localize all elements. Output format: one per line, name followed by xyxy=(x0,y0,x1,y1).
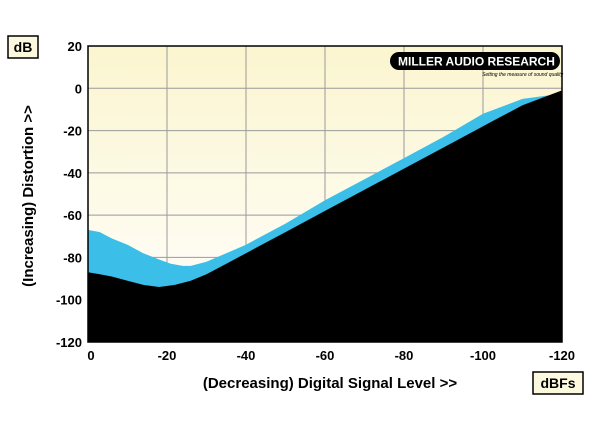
miller-audio-research-logo: MILLER AUDIO RESEARCH Setting the measur… xyxy=(390,52,564,78)
x-axis-ticks: 0 -20 -40 -60 -80 -100 -120 xyxy=(87,348,575,363)
x-axis-title: (Decreasing) Digital Signal Level >> xyxy=(203,375,457,392)
y-tick-label: -120 xyxy=(56,335,82,350)
y-unit-label: dB xyxy=(14,39,33,55)
x-tick-label: -120 xyxy=(549,348,575,363)
y-tick-label: -40 xyxy=(63,166,82,181)
x-tick-label: -80 xyxy=(395,348,414,363)
logo-tagline: Setting the measure of sound quality xyxy=(482,72,564,78)
y-tick-label: -20 xyxy=(63,124,82,139)
y-tick-label: 20 xyxy=(68,39,82,54)
y-axis-ticks: 20 0 -20 -40 -60 -80 -100 -120 xyxy=(56,39,82,350)
y-tick-label: -80 xyxy=(63,250,82,265)
y-axis-title: (Increasing) Distortion >> xyxy=(20,105,37,287)
x-tick-label: -40 xyxy=(237,348,256,363)
y-tick-label: -60 xyxy=(63,208,82,223)
x-unit-label: dBFs xyxy=(541,375,576,391)
x-tick-label: 0 xyxy=(87,348,94,363)
y-tick-label: 0 xyxy=(75,81,82,96)
x-tick-label: -60 xyxy=(316,348,335,363)
x-unit-box: dBFs xyxy=(532,371,584,395)
y-unit-box: dB xyxy=(7,35,39,59)
x-tick-label: -20 xyxy=(158,348,177,363)
plot-frame xyxy=(87,45,563,343)
x-tick-label: -100 xyxy=(470,348,496,363)
logo-text: MILLER AUDIO RESEARCH xyxy=(398,55,555,69)
lower-distortion-area xyxy=(88,90,562,342)
y-tick-label: -100 xyxy=(56,293,82,308)
